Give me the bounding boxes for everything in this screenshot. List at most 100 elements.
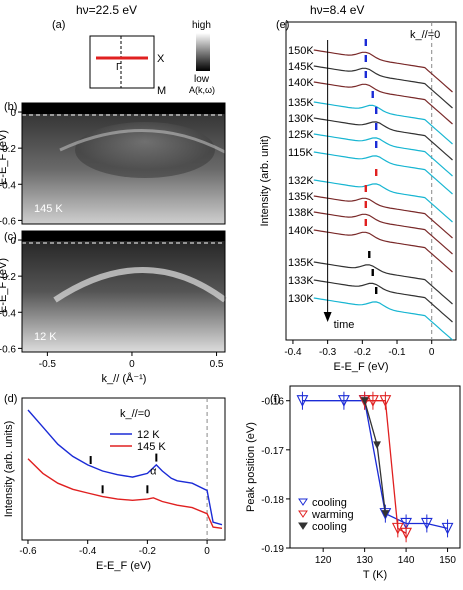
- map-c-top-band: [22, 231, 225, 241]
- chart-e-curve: [313, 211, 453, 255]
- chart-d-alpha-label: α: [150, 466, 157, 478]
- map-b-ytick-label: -0.2: [0, 144, 16, 155]
- chart-f-legend-marker: [298, 498, 308, 506]
- chart-e-curve: [313, 133, 453, 177]
- chart-e-curve: [313, 117, 453, 161]
- map-b-temperature: 145 K: [34, 203, 63, 215]
- chart-f-xtick-label: 120: [315, 555, 332, 566]
- chart-d-ylabel: Intensity (arb. units): [3, 421, 15, 518]
- chart-e-curve: [313, 261, 453, 305]
- chart-e-curve-label: 125K: [288, 129, 314, 141]
- chart-e-xtick-label: -0.3: [319, 347, 337, 358]
- chart-d-series-1: [27, 409, 223, 526]
- chart-f-marker: [338, 395, 350, 407]
- chart-d-xtick-label: 0: [204, 546, 210, 557]
- chart-f-frame: [289, 385, 461, 549]
- chart-d-xtick-label: -0.4: [79, 546, 97, 557]
- chart-f-ytick-label: -0.19: [261, 544, 284, 555]
- chart-d-xlabel: E-E_F (eV): [96, 560, 151, 572]
- chart-e-time-label: time: [334, 319, 355, 331]
- chart-f-xtick-label: 130: [356, 555, 373, 566]
- chart-f-marker: [400, 527, 412, 540]
- chart-e-curve: [313, 229, 453, 273]
- map-c-xtick-label: 0: [129, 359, 135, 370]
- chart-e: k_//=0 150K 145K 140K 135K 130K 125K 115K 132K 13…: [259, 21, 457, 373]
- map-b-frame: [21, 102, 226, 225]
- map-c-temperature: 12 K: [34, 331, 57, 343]
- panel-label-a: (a): [52, 19, 65, 31]
- chart-f-marker: [381, 510, 390, 518]
- chart-f-legend-label: warming: [311, 509, 354, 521]
- map-c-band-dispersion: [53, 267, 227, 303]
- chart-d-annotation: k_//=0: [120, 408, 150, 420]
- map-b-top-band: [22, 103, 225, 114]
- chart-f-marker: [296, 395, 309, 407]
- chart-e-curve: [313, 151, 453, 195]
- map-b-ylabel: E-E_F (eV): [0, 130, 9, 185]
- chart-e-curve: [313, 279, 453, 323]
- gamma-point-label: Γ: [116, 62, 122, 73]
- chart-e-curve-label: 140K: [288, 225, 314, 237]
- chart-e-curve-label: 150K: [288, 45, 314, 57]
- chart-f-xtick-label: 150: [439, 555, 456, 566]
- chart-e-curve: [313, 297, 453, 341]
- panel-label-f: (f): [270, 393, 280, 405]
- colorbar-high-label: high: [192, 20, 211, 31]
- map-c-ytick-label: -0.6: [0, 344, 16, 355]
- chart-e-curve-label: 135K: [288, 257, 314, 269]
- chart-e-curve-label: 140K: [288, 77, 314, 89]
- chart-d-xtick-label: -0.2: [139, 546, 157, 557]
- chart-f-xlabel: T (K): [363, 569, 387, 581]
- chart-f-ytick-label: -0.17: [261, 446, 284, 457]
- chart-f-legend-marker: [298, 522, 308, 530]
- colorbar-low-label: low: [194, 74, 210, 85]
- chart-d-series-2: [27, 458, 223, 529]
- chart-e-curve-label: 130K: [288, 113, 314, 125]
- chart-e-curve-label: 135K: [288, 191, 314, 203]
- map-c-xtick-label: -0.5: [39, 359, 57, 370]
- arpes-map-b: 145 K: [21, 102, 226, 225]
- map-b-ytick-label: 0: [10, 108, 16, 119]
- map-c-background: [22, 231, 225, 352]
- chart-d-frame: [21, 397, 226, 541]
- chart-f-marker: [391, 522, 404, 535]
- panel-label-c: (c): [4, 231, 17, 243]
- chart-e-ylabel: Intensity (arb. unit): [259, 135, 271, 226]
- chart-e-curve-label: 132K: [288, 175, 314, 187]
- map-c-xlabel: k_// (Å⁻¹): [102, 372, 147, 385]
- chart-e-curve: [313, 195, 453, 239]
- map-c-ytick-label: -0.2: [0, 272, 16, 283]
- chart-e-curve-label: 130K: [288, 293, 314, 305]
- map-c-ylabel: E-E_F (eV): [0, 258, 9, 313]
- panel-label-d: (d): [4, 393, 17, 405]
- chart-d-legend-label: 145 K: [137, 441, 166, 453]
- chart-e-annotation: k_//=0: [410, 29, 440, 41]
- chart-e-xlabel: E-E_F (eV): [333, 361, 388, 373]
- colorbar-title: A(k,ω): [189, 85, 215, 95]
- map-b-ytick-label: -0.4: [0, 180, 16, 191]
- chart-f-ylabel: Peak position (eV): [245, 422, 257, 512]
- chart-f-ytick-label: -0.18: [261, 495, 284, 506]
- chart-e-curve: [313, 179, 453, 223]
- chart-e-curve-label: 145K: [288, 61, 314, 73]
- chart-f-marker: [379, 395, 392, 407]
- colorbar-gradient: [196, 33, 210, 71]
- map-c-ytick-label: -0.4: [0, 308, 16, 319]
- chart-f-marker: [400, 517, 412, 530]
- chart-d-xtick-label: -0.6: [19, 546, 37, 557]
- map-axes: 0 -0.2 -0.4 -0.6 E-E_F (eV) 0 -0.2 -0.4 -0.6 E-E_…: [0, 108, 224, 385]
- chart-e-curve-label: 133K: [288, 275, 314, 287]
- panel-label-b: (b): [4, 101, 17, 113]
- chart-f-marker: [358, 395, 371, 407]
- chart-e-xtick-label: -0.4: [284, 347, 302, 358]
- chart-f-ytick-label: -0.16: [261, 397, 284, 408]
- x-point-label: X: [157, 53, 165, 65]
- chart-e-curve-label: 115K: [288, 147, 314, 159]
- chart-e-curve-label: 135K: [288, 97, 314, 109]
- chart-f-legend-label: cooling: [312, 521, 347, 533]
- chart-f-marker: [360, 397, 369, 405]
- chart-e-xtick-label: -0.1: [388, 347, 406, 358]
- chart-f-marker: [373, 441, 381, 450]
